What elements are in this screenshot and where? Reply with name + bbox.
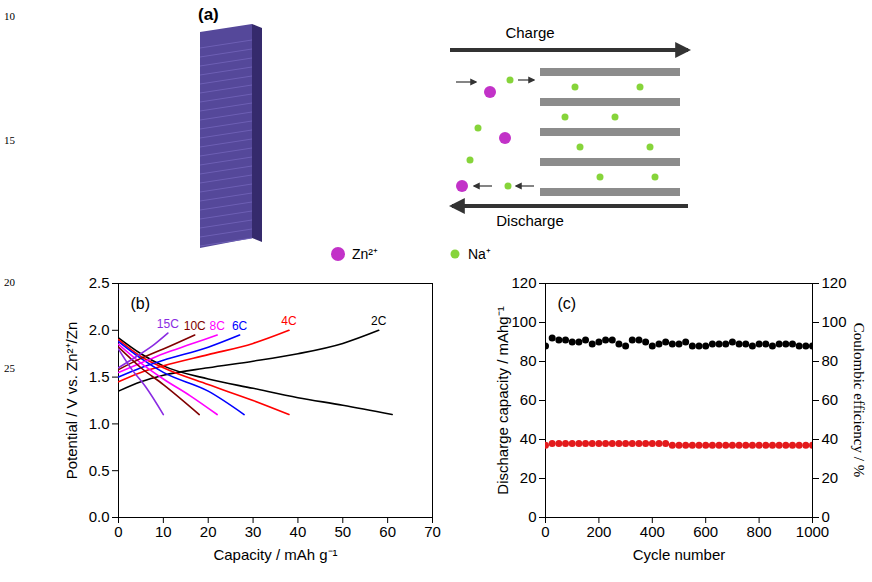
svg-text:1.0: 1.0 [89, 415, 110, 432]
svg-text:20: 20 [520, 469, 537, 486]
svg-text:1000: 1000 [796, 523, 829, 540]
svg-text:100: 100 [511, 313, 536, 330]
svg-text:40: 40 [290, 523, 307, 540]
svg-text:Charge: Charge [505, 24, 554, 41]
svg-text:10: 10 [155, 523, 172, 540]
svg-text:50: 50 [334, 523, 351, 540]
svg-text:120: 120 [511, 274, 536, 291]
svg-text:30: 30 [245, 523, 262, 540]
svg-text:120: 120 [822, 274, 847, 291]
svg-text:(b): (b) [131, 295, 151, 312]
svg-text:15C: 15C [157, 317, 179, 331]
svg-text:4C: 4C [281, 314, 297, 328]
svg-text:Potential / V vs. Zn²⁺/Zn: Potential / V vs. Zn²⁺/Zn [63, 322, 80, 480]
svg-text:0.5: 0.5 [89, 462, 110, 479]
html-text:25: 25 [4, 362, 15, 374]
svg-text:80: 80 [520, 352, 537, 369]
html-text:10: 10 [4, 10, 15, 22]
svg-text:Na⁺: Na⁺ [468, 246, 491, 262]
svg-text:60: 60 [379, 523, 396, 540]
svg-text:0.0: 0.0 [89, 508, 110, 525]
svg-text:Zn²⁺: Zn²⁺ [352, 246, 378, 262]
svg-text:(c): (c) [558, 295, 577, 312]
svg-text:0: 0 [541, 523, 549, 540]
svg-text:2.0: 2.0 [89, 321, 110, 338]
svg-text:Discharge: Discharge [496, 212, 564, 229]
svg-text:6C: 6C [232, 319, 248, 333]
svg-text:40: 40 [822, 430, 839, 447]
svg-text:200: 200 [586, 523, 611, 540]
svg-text:400: 400 [640, 523, 665, 540]
html-text:Coulombic efficiency / %: Coulombic efficiency / % [850, 322, 867, 478]
svg-text:Capacity / mAh g⁻¹: Capacity / mAh g⁻¹ [213, 546, 337, 563]
svg-text:800: 800 [747, 523, 772, 540]
svg-text:600: 600 [693, 523, 718, 540]
svg-text:2C: 2C [371, 314, 387, 328]
html-text:15: 15 [4, 134, 15, 146]
svg-text:20: 20 [822, 469, 839, 486]
svg-text:40: 40 [520, 430, 537, 447]
svg-text:0: 0 [528, 508, 536, 525]
svg-text:70: 70 [424, 523, 441, 540]
svg-text:8C: 8C [210, 319, 226, 333]
svg-text:Discharge capacity / mAhg⁻¹: Discharge capacity / mAhg⁻¹ [494, 306, 511, 494]
svg-text:(a): (a) [198, 5, 219, 24]
svg-text:Cycle number: Cycle number [633, 546, 726, 563]
svg-text:80: 80 [822, 352, 839, 369]
svg-text:0: 0 [822, 508, 830, 525]
svg-text:0: 0 [114, 523, 122, 540]
html-text:20: 20 [4, 276, 15, 288]
svg-text:100: 100 [822, 313, 847, 330]
svg-text:60: 60 [822, 391, 839, 408]
svg-text:10C: 10C [184, 319, 206, 333]
svg-text:20: 20 [200, 523, 217, 540]
svg-text:1.5: 1.5 [89, 368, 110, 385]
svg-text:60: 60 [520, 391, 537, 408]
svg-text:2.5: 2.5 [89, 274, 110, 291]
